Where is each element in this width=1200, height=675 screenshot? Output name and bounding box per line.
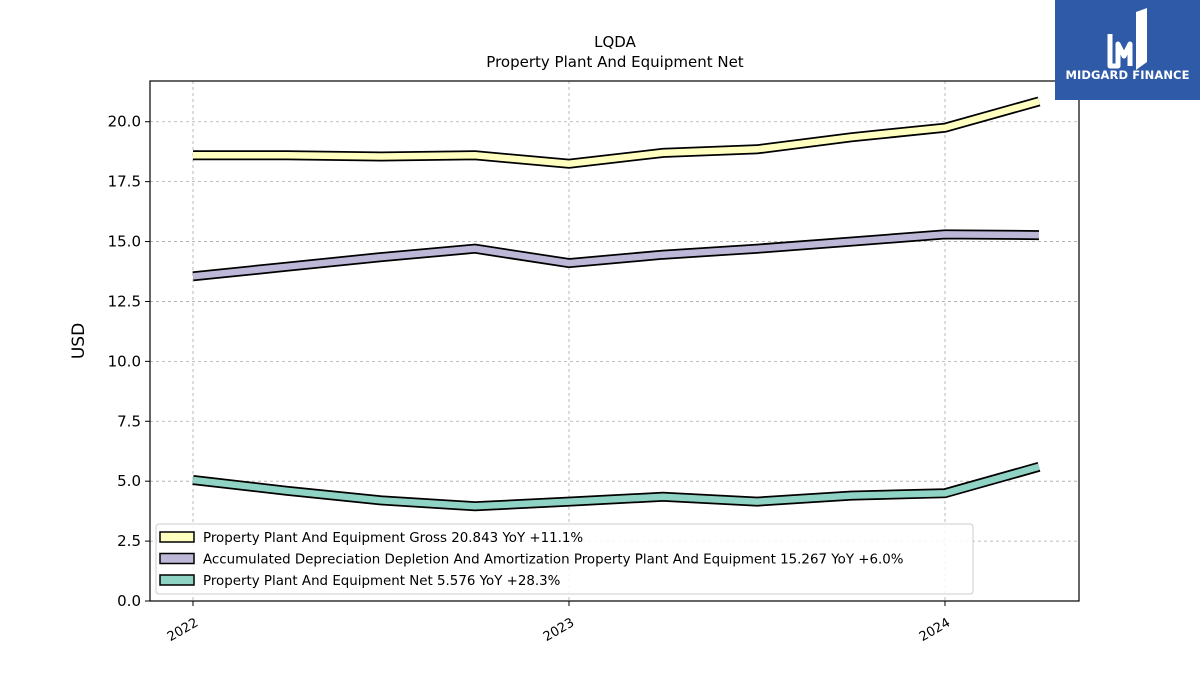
legend-box — [155, 523, 974, 595]
legend-label: Property Plant And Equipment Gross 20.84… — [203, 531, 583, 546]
y-tick-label: 17.5 — [108, 173, 141, 191]
x-axis: 2022 2023 2024 — [165, 601, 953, 645]
brand-name: MIDGARD FINANCE — [1065, 68, 1190, 82]
series-line-outline — [192, 229, 1040, 282]
y-tick-label: 0.0 — [117, 592, 141, 610]
legend: Property Plant And Equipment Gross 20.84… — [155, 523, 974, 595]
series-lines — [192, 96, 1041, 512]
series-line — [192, 463, 1040, 510]
y-tick-label: 10.0 — [108, 352, 141, 370]
x-tick-label: 2022 — [165, 615, 201, 645]
y-tick-label: 7.5 — [117, 412, 141, 430]
y-tick-label: 12.5 — [108, 292, 141, 310]
x-tick-label: 2024 — [917, 615, 953, 645]
legend-swatch — [159, 574, 195, 586]
y-axis-label: USD — [69, 323, 89, 359]
chart-subtitle: Property Plant And Equipment Net — [486, 53, 743, 71]
legend-swatch — [159, 552, 195, 565]
series-line — [193, 98, 1040, 167]
x-tick-label: 2023 — [541, 615, 577, 645]
y-tick-label: 2.5 — [117, 532, 141, 550]
plot-frame — [149, 80, 1080, 602]
brand-logo: MIDGARD FINANCE — [1055, 0, 1200, 100]
brand-mark-icon — [1107, 8, 1147, 70]
y-tick-label: 15.0 — [108, 233, 141, 251]
y-axis: 0.0 2.5 5.0 7.5 10.0 12.5 15.0 17.5 20.0 — [108, 113, 150, 610]
y-tick-label: 20.0 — [108, 113, 141, 131]
legend-label: Property Plant And Equipment Net 5.576 Y… — [203, 574, 560, 589]
series-line — [192, 231, 1040, 280]
chart-title: LQDA — [594, 33, 636, 51]
legend-swatch — [159, 531, 195, 543]
y-tick-label: 5.0 — [117, 472, 141, 490]
legend-label: Accumulated Depreciation Depletion And A… — [203, 553, 904, 568]
